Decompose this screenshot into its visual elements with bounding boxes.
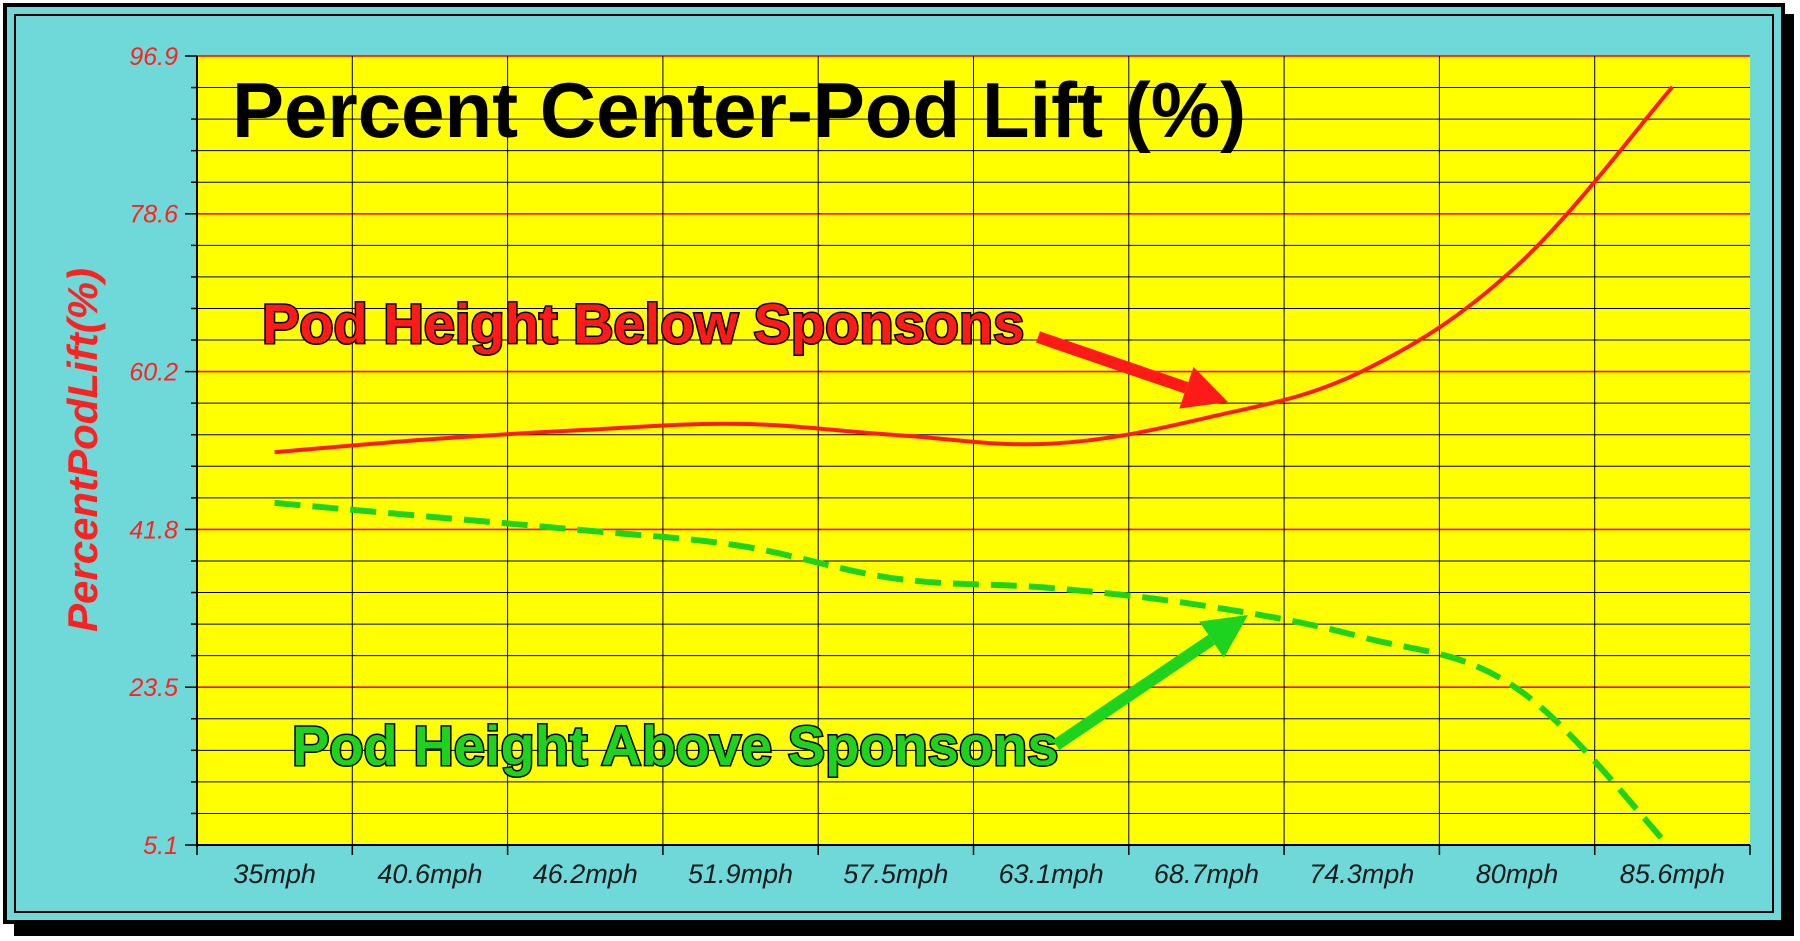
series-layer: [274, 85, 1674, 845]
arrow-above-shaft: [1052, 634, 1215, 750]
arrow-below-shaft: [1036, 331, 1189, 394]
x-tick-label: 35mph: [233, 859, 316, 889]
x-tick-label: 57.5mph: [843, 859, 948, 889]
y-tick-label: 96.9: [129, 43, 178, 71]
x-tick-label: 85.6mph: [1620, 859, 1725, 889]
series-line-below: [274, 85, 1674, 455]
x-tick-label: 74.3mph: [1309, 859, 1414, 889]
y-axis-label: PercentPodLift(%): [59, 268, 106, 632]
y-tick-label: 41.8: [129, 517, 178, 545]
x-tick-label: 46.2mph: [533, 859, 638, 889]
arrow-above-head: [1199, 615, 1248, 658]
x-tick-label: 40.6mph: [377, 859, 482, 889]
y-tick-labels: 5.1 23.5 41.8 60.2 78.6 96.9: [128, 43, 178, 860]
annotation-below-sponsons: Pod Height Below Sponsons: [262, 292, 1024, 355]
x-tick-label: 63.1mph: [999, 859, 1104, 889]
x-tick-label: 80mph: [1476, 859, 1559, 889]
y-tick-label: 5.1: [143, 832, 178, 860]
chart-inner-border: [14, 14, 1774, 913]
annotations: Pod Height Below Sponsons Pod Height Abo…: [261, 291, 1248, 779]
arrow-above-sponsons: [1052, 615, 1248, 750]
arrow-below-head: [1179, 366, 1228, 409]
annotation-above-sponsons: Pod Height Above Sponsons: [292, 714, 1058, 777]
y-tick-label: 60.2: [129, 358, 178, 386]
arrow-below-sponsons: [1036, 331, 1228, 409]
x-tick-labels: 35mph 40.6mph 46.2mph 51.9mph 57.5mph 63.1mph…: [233, 859, 1725, 889]
chart-title: Percent Center-Pod Lift (%): [232, 66, 1246, 154]
axes: [185, 55, 1751, 855]
x-tick-label: 51.9mph: [688, 859, 793, 889]
x-tick-label: 68.7mph: [1154, 859, 1259, 889]
series-line-above: [274, 499, 1672, 845]
y-tick-label: 78.6: [129, 200, 178, 228]
y-tick-label: 23.5: [128, 674, 178, 702]
